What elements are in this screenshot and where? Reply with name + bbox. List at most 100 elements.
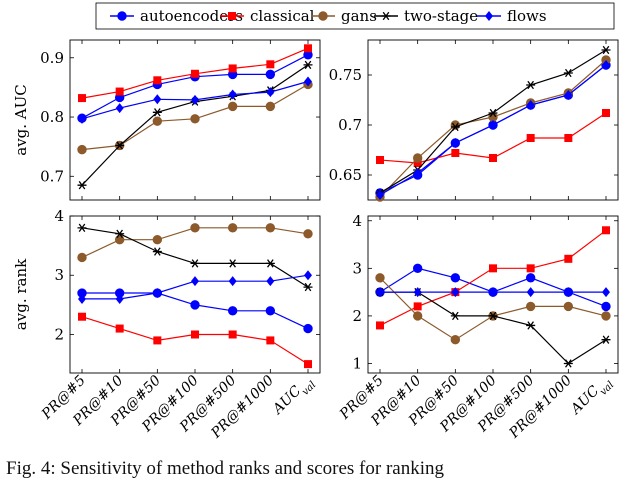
data-point	[265, 306, 276, 316]
data-point	[227, 223, 238, 233]
data-point	[488, 311, 498, 321]
data-point	[190, 259, 200, 268]
data-point	[78, 113, 86, 124]
data-point	[266, 336, 275, 345]
data-point	[228, 259, 238, 268]
y-tick-label: 0.7	[40, 167, 64, 185]
data-point	[152, 234, 163, 245]
x-tick-label: AUCval	[567, 373, 616, 422]
data-point	[602, 60, 610, 70]
data-point	[115, 141, 125, 150]
data-point	[153, 76, 162, 85]
data-point	[77, 252, 87, 263]
y-tick-label: 4	[54, 207, 64, 225]
data-point	[413, 168, 422, 178]
legend-marker	[117, 11, 127, 21]
data-point	[413, 159, 422, 167]
data-point	[77, 144, 87, 155]
data-point	[413, 302, 422, 311]
figure: autoencoders classical gans two-stage flows 0…	[12, 2, 619, 442]
data-point	[488, 108, 498, 118]
data-point	[489, 154, 497, 162]
y-tick-label: 0.65	[329, 166, 362, 184]
series-gans	[77, 79, 313, 155]
data-point	[304, 76, 312, 87]
data-point	[489, 120, 497, 130]
data-point	[450, 273, 461, 283]
data-point	[228, 276, 237, 287]
data-point	[265, 259, 275, 268]
data-point	[115, 103, 124, 114]
legend-label: two-stage	[404, 7, 478, 25]
data-point	[228, 64, 237, 73]
data-point	[450, 122, 460, 132]
data-point	[376, 287, 384, 298]
data-point	[450, 311, 460, 321]
data-point	[304, 270, 312, 281]
legend-item-flows: flows	[477, 7, 547, 25]
data-point	[526, 134, 535, 142]
figure-caption: Fig. 4: Sensitivity of method ranks and …	[6, 458, 444, 479]
y-tick-label: 2	[54, 325, 64, 343]
data-point	[412, 153, 423, 163]
data-point	[564, 287, 573, 298]
legend-label: classical	[250, 7, 315, 25]
chart-bottom-left: 234PR@#5PR@#10PR@#50PR@#100PR@#500PR@#10…	[12, 207, 321, 442]
legend-marker	[485, 11, 493, 21]
legend-box	[95, 2, 615, 30]
data-point	[563, 301, 574, 312]
data-point	[153, 288, 162, 299]
data-point	[153, 336, 162, 345]
legend-label: flows	[507, 7, 547, 25]
legend-marker	[318, 11, 328, 21]
series-flows	[376, 60, 610, 200]
data-point	[376, 156, 384, 164]
data-point	[115, 324, 124, 333]
series-flows	[78, 76, 312, 124]
data-point	[451, 149, 460, 157]
data-point	[152, 116, 163, 126]
data-point	[526, 80, 536, 90]
data-point	[190, 114, 200, 124]
data-point	[564, 90, 573, 100]
series-two-stage	[77, 223, 313, 292]
data-point	[564, 254, 573, 263]
data-point	[265, 223, 276, 233]
data-point	[601, 45, 611, 55]
series-classical	[376, 109, 610, 167]
y-tick-label: 0.75	[329, 66, 362, 84]
plot-frame	[69, 215, 321, 374]
data-point	[602, 226, 610, 235]
data-point	[602, 287, 610, 298]
data-point	[228, 89, 237, 100]
data-point	[525, 301, 536, 312]
y-tick-label: 0.8	[40, 108, 64, 126]
y-tick-label: 4	[352, 212, 362, 230]
chart-top-left: 0.7 0.8 0.9 avg. AUC	[12, 39, 321, 201]
data-point	[563, 359, 573, 368]
legend: autoencoders classical gans two-stage flows	[95, 2, 615, 30]
y-axis-label: avg. rank	[12, 258, 30, 330]
data-point	[563, 68, 573, 78]
data-point	[376, 190, 384, 200]
data-point	[77, 223, 87, 233]
y-tick-label: 3	[54, 266, 64, 284]
y-tick-label: 1	[352, 354, 362, 372]
series-gans	[77, 223, 313, 263]
series-line	[81, 64, 309, 186]
legend-item-autoencoders: autoencoders	[110, 7, 243, 25]
data-point	[450, 334, 461, 345]
data-point	[303, 60, 313, 70]
data-point	[564, 134, 573, 142]
data-point	[489, 264, 497, 273]
data-point	[191, 330, 199, 339]
data-point	[191, 69, 199, 78]
data-point	[227, 306, 238, 316]
y-tick-label: 2	[352, 307, 362, 325]
data-point	[190, 300, 200, 310]
data-point	[115, 293, 124, 304]
series-gans	[375, 273, 611, 345]
legend-label: gans	[341, 7, 377, 25]
data-point	[601, 335, 611, 344]
data-point	[190, 223, 200, 233]
